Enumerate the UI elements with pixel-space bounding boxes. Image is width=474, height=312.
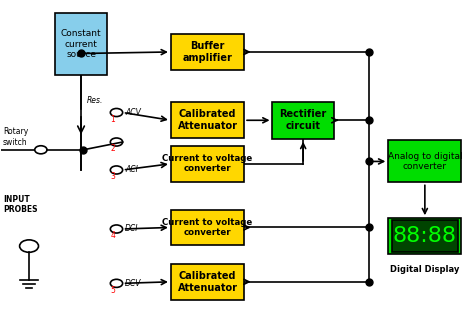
Text: Rectifier
circuit: Rectifier circuit — [280, 110, 327, 131]
Text: Analog to digital
converter: Analog to digital converter — [388, 152, 462, 171]
FancyBboxPatch shape — [171, 146, 244, 182]
Text: 5: 5 — [110, 286, 115, 295]
Text: Buffer
amplifier: Buffer amplifier — [182, 41, 232, 63]
FancyBboxPatch shape — [171, 210, 244, 245]
Text: Calibrated
Attenuator: Calibrated Attenuator — [177, 110, 237, 131]
Text: Res.: Res. — [87, 95, 103, 105]
Text: 1: 1 — [110, 115, 115, 124]
Text: 4: 4 — [110, 231, 115, 240]
Text: Digital Display: Digital Display — [390, 265, 460, 274]
Text: DCV: DCV — [125, 279, 142, 288]
FancyBboxPatch shape — [392, 220, 458, 252]
Text: 3: 3 — [110, 172, 115, 181]
FancyBboxPatch shape — [273, 102, 334, 139]
FancyBboxPatch shape — [171, 102, 244, 138]
FancyBboxPatch shape — [55, 13, 107, 75]
Text: Rotary
switch: Rotary switch — [3, 127, 28, 147]
FancyBboxPatch shape — [171, 34, 244, 70]
Text: Current to voltage
converter: Current to voltage converter — [162, 154, 253, 173]
FancyBboxPatch shape — [388, 140, 462, 183]
Text: ACV: ACV — [125, 108, 141, 117]
Text: Constant
current
source: Constant current source — [61, 29, 101, 59]
Text: 2: 2 — [110, 144, 115, 154]
Text: Current to voltage
converter: Current to voltage converter — [162, 218, 253, 237]
Text: 88:88: 88:88 — [393, 226, 457, 246]
Text: ACI: ACI — [125, 165, 138, 174]
Text: Calibrated
Attenuator: Calibrated Attenuator — [177, 271, 237, 293]
Text: INPUT
PROBES: INPUT PROBES — [3, 194, 37, 214]
FancyBboxPatch shape — [388, 218, 462, 254]
Text: DCI: DCI — [125, 225, 138, 233]
FancyBboxPatch shape — [171, 264, 244, 300]
